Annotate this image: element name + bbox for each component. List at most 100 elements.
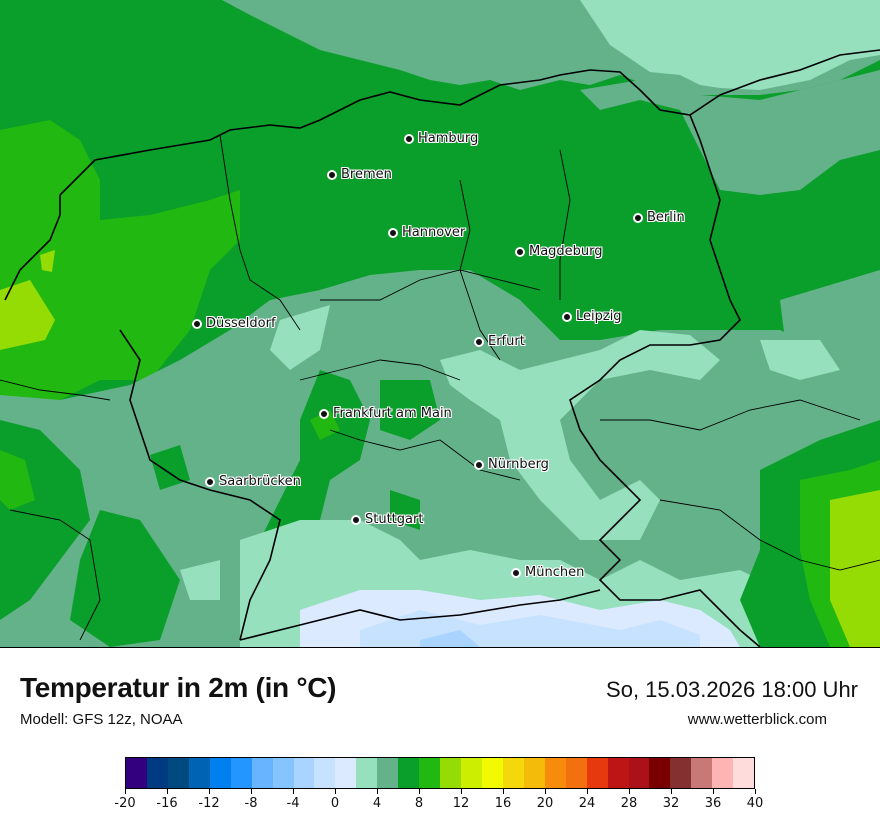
legend-segment bbox=[733, 758, 755, 788]
city-marker: Berlin bbox=[633, 210, 685, 225]
legend-tick-mark bbox=[712, 789, 714, 794]
city-dot-icon bbox=[511, 567, 521, 578]
legend-tick-mark bbox=[250, 789, 252, 794]
legend-segment bbox=[188, 758, 210, 788]
legend-tick-label: 28 bbox=[620, 796, 638, 811]
legend-segment bbox=[670, 758, 692, 788]
city-marker: Düsseldorf bbox=[192, 316, 276, 331]
color-legend-ticks: -20 -16 -12 -8 -4 0 4 8 12 16 20 24 28 32 36 40 bbox=[114, 789, 763, 819]
city-marker: Leipzig bbox=[562, 309, 622, 324]
legend-segment bbox=[523, 758, 545, 788]
legend-segment bbox=[146, 758, 168, 788]
legend-tick-label: 4 bbox=[372, 796, 382, 811]
city-dot-icon bbox=[515, 246, 525, 257]
city-label: Hamburg bbox=[418, 131, 479, 146]
city-dot-icon bbox=[562, 311, 572, 322]
legend-tick-label: 0 bbox=[330, 796, 340, 811]
legend-tick-mark bbox=[334, 789, 336, 794]
city-label: Leipzig bbox=[576, 309, 622, 324]
legend-tick-mark bbox=[376, 789, 378, 794]
city-marker: Hamburg bbox=[404, 131, 478, 146]
city-marker: Saarbrücken bbox=[205, 474, 301, 489]
legend-segment bbox=[502, 758, 524, 788]
temperature-field bbox=[0, 0, 880, 647]
legend-segment bbox=[544, 758, 566, 788]
city-marker: Frankfurt am Main bbox=[319, 406, 452, 421]
model-info: Modell: GFS 12z, NOAA bbox=[20, 711, 183, 728]
city-dot-icon bbox=[388, 227, 398, 238]
legend-segment bbox=[167, 758, 189, 788]
legend-segment bbox=[691, 758, 713, 788]
website-link[interactable]: www.wetterblick.com bbox=[687, 711, 827, 728]
legend-segment bbox=[272, 758, 294, 788]
legend-segment bbox=[607, 758, 629, 788]
legend-segment bbox=[628, 758, 650, 788]
legend-tick-label: -16 bbox=[156, 796, 178, 811]
legend-segment bbox=[209, 758, 231, 788]
legend-segment bbox=[649, 758, 671, 788]
legend-segment bbox=[335, 758, 357, 788]
legend-tick-label: -4 bbox=[286, 796, 300, 811]
city-marker: Magdeburg bbox=[515, 244, 603, 259]
legend-tick-mark bbox=[124, 789, 126, 794]
legend-tick-label: -20 bbox=[114, 796, 136, 811]
legend-tick-label: 40 bbox=[746, 796, 764, 811]
legend-segment bbox=[712, 758, 734, 788]
legend-segment bbox=[293, 758, 315, 788]
legend-segment bbox=[126, 758, 147, 788]
legend-tick-mark bbox=[586, 789, 588, 794]
legend-segment bbox=[419, 758, 441, 788]
city-label: Stuttgart bbox=[365, 512, 424, 527]
legend-segment bbox=[565, 758, 587, 788]
legend-tick-mark bbox=[166, 789, 168, 794]
legend-segment bbox=[314, 758, 336, 788]
city-dot-icon bbox=[205, 476, 215, 487]
legend-segment bbox=[230, 758, 252, 788]
legend-tick-mark bbox=[292, 789, 294, 794]
city-label: Erfurt bbox=[488, 334, 525, 349]
legend-tick-label: 12 bbox=[452, 796, 470, 811]
legend-tick-label: 32 bbox=[662, 796, 680, 811]
legend-tick-label: 24 bbox=[578, 796, 596, 811]
city-dot-icon bbox=[319, 408, 329, 419]
city-dot-icon bbox=[327, 169, 337, 180]
city-label: Frankfurt am Main bbox=[333, 406, 452, 421]
city-dot-icon bbox=[633, 212, 643, 223]
city-label: Saarbrücken bbox=[219, 474, 301, 489]
legend-segment bbox=[440, 758, 461, 788]
legend-tick-mark bbox=[418, 789, 420, 794]
legend-tick-label: -12 bbox=[198, 796, 220, 811]
legend-segment bbox=[461, 758, 482, 788]
city-marker: Nürnberg bbox=[474, 457, 549, 472]
city-marker: Erfurt bbox=[474, 334, 525, 349]
legend-segment bbox=[586, 758, 608, 788]
city-dot-icon bbox=[404, 133, 414, 144]
city-dot-icon bbox=[474, 459, 484, 470]
city-dot-icon bbox=[474, 336, 484, 347]
legend-tick-mark bbox=[208, 789, 210, 794]
legend-tick-label: 20 bbox=[536, 796, 554, 811]
city-label: Hannover bbox=[402, 225, 466, 240]
city-label: Bremen bbox=[341, 167, 392, 182]
city-label: Magdeburg bbox=[529, 244, 603, 259]
city-marker: Bremen bbox=[327, 167, 392, 182]
legend-tick-mark bbox=[544, 789, 546, 794]
legend-tick-mark bbox=[628, 789, 630, 794]
legend-tick-mark bbox=[670, 789, 672, 794]
city-dot-icon bbox=[351, 514, 361, 525]
city-label: Berlin bbox=[647, 210, 685, 225]
forecast-datetime: So, 15.03.2026 18:00 Uhr bbox=[606, 677, 858, 702]
city-label: Nürnberg bbox=[488, 457, 549, 472]
legend-tick-mark bbox=[502, 789, 504, 794]
city-marker: Stuttgart bbox=[351, 512, 423, 527]
city-dot-icon bbox=[192, 318, 202, 329]
legend-tick-mark bbox=[754, 789, 756, 794]
temperature-map: Hamburg Bremen Berlin Hannover Magdeburg… bbox=[0, 0, 880, 648]
legend-segment bbox=[251, 758, 273, 788]
city-marker: München bbox=[511, 565, 584, 580]
legend-tick-label: 8 bbox=[414, 796, 424, 811]
legend-segment bbox=[398, 758, 420, 788]
legend-segment bbox=[377, 758, 399, 788]
legend-tick-label: 36 bbox=[704, 796, 722, 811]
legend-tick-label: -8 bbox=[244, 796, 258, 811]
